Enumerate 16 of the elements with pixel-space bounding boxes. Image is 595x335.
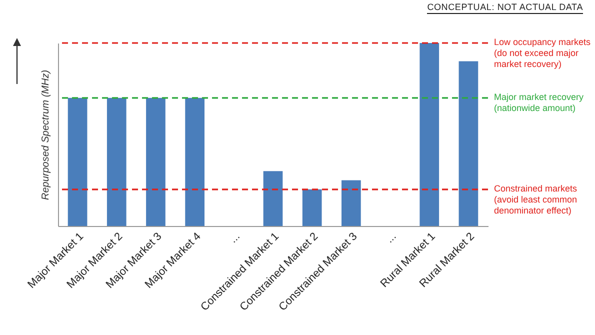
x-tick-label: ... (384, 230, 399, 246)
bar (185, 98, 204, 226)
bar (146, 98, 166, 226)
bar (458, 61, 478, 226)
ref-line-label: Low occupancy markets (do not exceed major market recovery) (494, 37, 592, 69)
bar (263, 171, 283, 226)
bar (420, 43, 440, 226)
bar (68, 98, 88, 226)
y-axis-title: Repurposed Spectrum (MHz) (40, 70, 52, 200)
text: CONCEPTUAL: NOT ACTUAL DATA (427, 2, 583, 12)
bar (342, 180, 361, 226)
bar (302, 189, 322, 226)
x-tick-label: ... (227, 230, 242, 246)
bar (106, 98, 126, 226)
ref-line-label: Major market recovery (nationwide amount) (494, 92, 584, 113)
ref-line-label: Constrained markets (avoid least common denominator effect) (494, 183, 578, 216)
